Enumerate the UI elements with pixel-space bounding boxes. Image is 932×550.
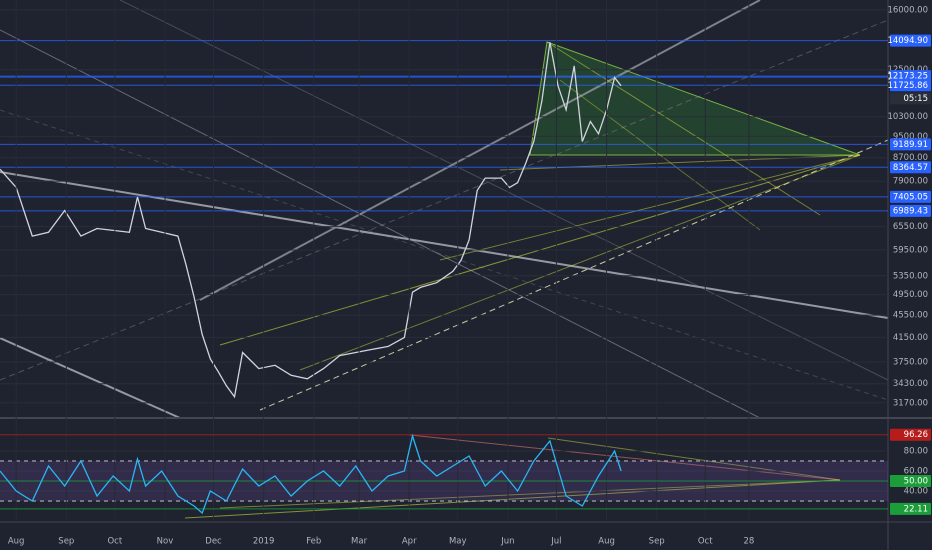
drawings: [0, 0, 889, 519]
x-tick-label: Nov: [157, 537, 174, 547]
fan-line: [299, 154, 861, 371]
level-badge: [890, 70, 931, 83]
y-tick-label: 60.00: [904, 467, 928, 477]
x-tick-label: Oct: [107, 537, 122, 547]
level-badge: [890, 502, 931, 515]
level-badge: [890, 161, 931, 174]
x-tick-label: 28: [743, 537, 754, 547]
x-tick-label: Jun: [500, 537, 514, 547]
fan-line: [547, 437, 841, 481]
level-label: 96.26: [904, 430, 928, 440]
trend-line: [0, 171, 889, 319]
level-badge: [890, 138, 931, 151]
level-badge: [890, 475, 931, 487]
y-tick-label: 5950.00: [893, 245, 928, 255]
fan-line: [219, 479, 841, 509]
level-badge: [890, 79, 931, 92]
y-tick-label: 7900.00: [893, 177, 928, 187]
y-tick-label: 4950.00: [893, 290, 928, 300]
level-badge: [890, 428, 931, 441]
x-tick-label: Feb: [306, 537, 321, 547]
level-badge: [890, 190, 931, 203]
fan-line: [439, 154, 861, 261]
y-tick-label: 8700.00: [893, 153, 928, 163]
fan-line: [546, 41, 821, 216]
triangle-drawing: [529, 41, 861, 156]
y-tick-label: 3750.00: [893, 358, 928, 368]
x-tick-label: Aug: [8, 537, 25, 547]
level-label: 7405.05: [893, 192, 928, 202]
fan-line: [559, 79, 761, 231]
y-tick-label: 4550.00: [893, 311, 928, 321]
level-label: 50.00: [904, 477, 928, 487]
y-tick-label: 80.00: [904, 447, 928, 457]
level-label: 8364.57: [893, 163, 928, 173]
y-tick-label: 4150.00: [893, 333, 928, 343]
level-label: 14094.90: [887, 36, 928, 46]
y-tick-label: 3430.00: [893, 379, 928, 389]
y-tick-label: 6550.00: [893, 222, 928, 232]
x-tick-label: Oct: [698, 537, 713, 547]
trend-line: [0, 29, 761, 419]
trend-line: [0, 109, 889, 401]
x-tick-label: Sep: [58, 537, 74, 547]
x-tick-label: Jul: [550, 537, 561, 547]
level-badge: [890, 34, 931, 47]
x-tick-label: Mar: [351, 537, 368, 547]
countdown-label: 05:15: [904, 94, 929, 104]
level-label: 22.11: [904, 504, 928, 514]
fan-line: [409, 434, 841, 481]
level-label: 9189.91: [893, 140, 928, 150]
x-tick-label: 2019: [253, 537, 275, 547]
y-tick-label: 5350.00: [893, 271, 928, 281]
y-tick-label: 16000.00: [887, 5, 928, 15]
x-tick-label: May: [449, 537, 467, 547]
y-tick-label: 9500.00: [893, 132, 928, 142]
level-label: 11725.86: [887, 81, 928, 91]
trend-line: [119, 0, 889, 381]
fan-line: [184, 479, 841, 519]
y-tick-label: 10300.00: [887, 112, 928, 122]
series-line: [0, 42, 622, 399]
countdown-badge: [890, 92, 931, 105]
x-tick-label: Aug: [598, 537, 615, 547]
x-tick-label: Apr: [402, 537, 417, 547]
series-line: [0, 433, 622, 515]
level-label: 12173.25: [887, 72, 928, 82]
trend-line: [259, 139, 889, 411]
trend-line: [0, 337, 181, 419]
y-tick-label: 3170.00: [893, 398, 928, 408]
x-tick-label: Sep: [649, 537, 665, 547]
level-badge: [890, 204, 931, 217]
x-tick-label: Dec: [205, 537, 222, 547]
y-tick-label: 40.00: [904, 487, 928, 497]
level-label: 6989.43: [893, 206, 928, 216]
